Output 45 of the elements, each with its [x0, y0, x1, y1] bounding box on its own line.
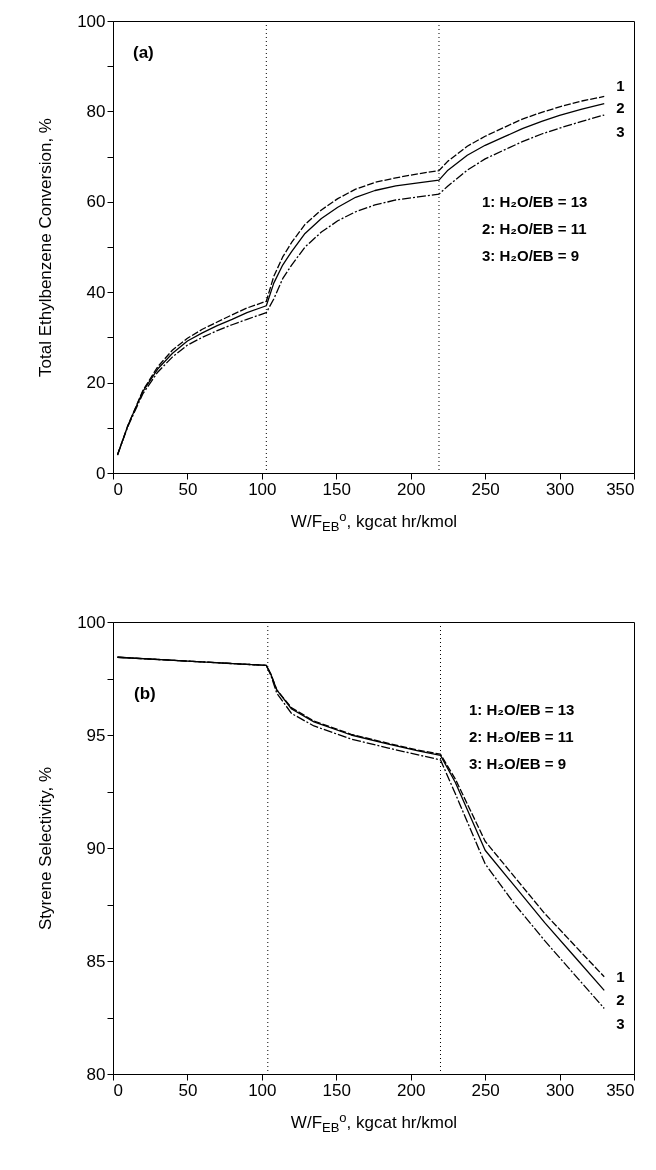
x-tick-label: 50	[178, 1080, 198, 1100]
x-tick-label: 250	[471, 1080, 500, 1100]
x-axis-title: W/F$_{EB}$$^{o}$, kgcat hr/kmol	[290, 508, 458, 534]
annotation: (a)	[133, 43, 154, 62]
x-tick-label: 200	[397, 1080, 426, 1100]
annotation: 3: H₂O/EB = 9	[469, 755, 567, 772]
annotation: (b)	[134, 684, 156, 703]
y-tick-label: 60	[86, 192, 106, 212]
x-tick-label: 100	[248, 1080, 277, 1100]
x-tick-label: 250	[471, 479, 500, 499]
x-tick-label: 350	[606, 1080, 635, 1100]
x-tick-label: 300	[545, 1080, 575, 1100]
annotation: 1: H₂O/EB = 13	[482, 193, 588, 210]
y-tick-label: 80	[86, 1064, 106, 1084]
series-label: 1	[616, 967, 625, 985]
x-tick-label: 0	[113, 1080, 123, 1100]
annotation: 3: H₂O/EB = 9	[482, 247, 580, 264]
x-tick-label: 50	[178, 479, 198, 499]
y-tick-label: 40	[86, 282, 106, 302]
y-tick-label: 0	[96, 463, 106, 483]
x-tick-label: 150	[322, 479, 351, 499]
x-tick-label: 150	[322, 1080, 351, 1100]
y-tick-label: 100	[77, 612, 106, 632]
series-label: 2	[616, 98, 625, 116]
x-tick-label: 100	[248, 479, 277, 499]
x-tick-label: 0	[113, 479, 123, 499]
annotation: 1: H₂O/EB = 13	[469, 701, 575, 718]
annotation: 2: H₂O/EB = 11	[482, 220, 587, 237]
x-tick-label: 300	[545, 479, 575, 499]
series-label: 3	[616, 1015, 625, 1033]
series-label: 1	[616, 77, 625, 95]
y-tick-label: 95	[86, 725, 106, 745]
y-tick-label: 20	[86, 373, 106, 393]
x-tick-label: 350	[606, 479, 635, 499]
annotation: 2: H₂O/EB = 11	[469, 728, 574, 745]
series-label: 3	[616, 123, 625, 141]
x-axis-title: W/F$_{EB}$$^{o}$, kgcat hr/kmol	[290, 1109, 458, 1135]
y-tick-label: 85	[86, 951, 106, 971]
y-axis-title: Total Ethylbenzene Conversion, %	[36, 118, 56, 377]
y-axis-title: Styrene Selectivity, %	[36, 766, 56, 931]
y-tick-label: 80	[86, 101, 106, 121]
y-tick-label: 90	[86, 838, 106, 858]
y-tick-label: 100	[77, 11, 106, 31]
series-label: 2	[616, 991, 625, 1009]
x-tick-label: 200	[397, 479, 426, 499]
